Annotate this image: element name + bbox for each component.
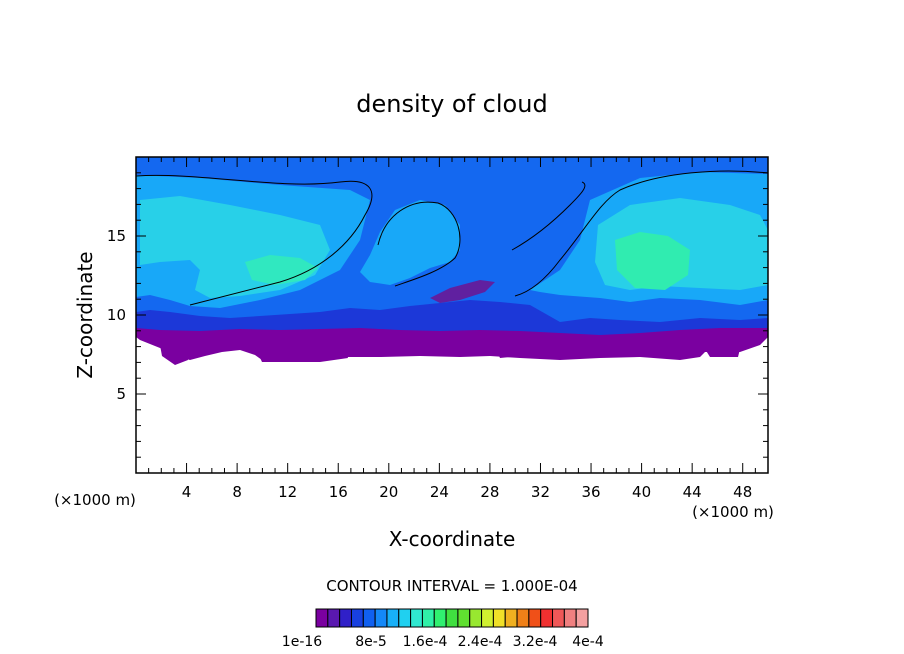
cloud-swirl xyxy=(360,200,460,285)
cloud-field xyxy=(136,157,768,473)
cloud-core-east xyxy=(615,232,690,290)
contour-line-swirl xyxy=(377,201,461,287)
colorbar-swatch xyxy=(421,608,435,628)
colorbar-swatch xyxy=(457,608,471,628)
colorbar-swatch xyxy=(350,608,364,628)
colorbar-swatch xyxy=(386,608,400,628)
x-tick-label: 40 xyxy=(632,483,651,501)
colorbar-swatch xyxy=(339,608,352,628)
x-tick-label: 20 xyxy=(379,483,398,501)
colorbar-swatch xyxy=(327,608,341,628)
x-unit-left: (×1000 m) xyxy=(54,491,136,509)
x-tick-label: 8 xyxy=(232,483,242,501)
colorbar-label: 4e-4 xyxy=(572,634,604,650)
colorbar-label: 8e-5 xyxy=(355,634,386,650)
x-tick-label: 32 xyxy=(531,483,550,501)
x-tick-label: 28 xyxy=(480,483,499,501)
colorbar-swatch xyxy=(563,608,577,628)
cloud-base-cells xyxy=(160,345,740,365)
colorbar-label: 2.4e-4 xyxy=(458,634,503,650)
x-ticks: 4 8 12 16 20 24 28 32 36 40 44 48 xyxy=(148,157,756,501)
x-tick-label: 48 xyxy=(733,483,752,501)
colorbar-label: 1e-16 xyxy=(282,634,322,650)
colorbar-swatch xyxy=(398,608,412,628)
contour-line-ridge xyxy=(511,181,586,251)
colorbar-swatch xyxy=(469,608,483,628)
cloud-core-west xyxy=(245,255,318,285)
cloud-filament xyxy=(430,280,495,303)
chart-title: density of cloud xyxy=(356,90,547,118)
colorbar-swatch xyxy=(528,608,542,628)
x-unit-right: (×1000 m) xyxy=(692,503,774,521)
x-tick-label: 4 xyxy=(182,483,192,501)
colorbar-swatch xyxy=(492,608,506,628)
x-tick-label: 24 xyxy=(430,483,449,501)
colorbar-swatch xyxy=(362,608,376,628)
contour-interval-label: CONTOUR INTERVAL = 1.000E-04 xyxy=(326,577,577,595)
colorbar-swatch xyxy=(315,608,329,628)
colorbar-swatch xyxy=(516,608,530,628)
colorbar-swatch xyxy=(552,608,565,628)
y-tick-label: 5 xyxy=(116,385,126,403)
colorbar-swatch xyxy=(374,608,388,628)
colorbar-swatch xyxy=(433,608,447,628)
y-ticks: 5 10 15 xyxy=(107,172,768,458)
colorbar-swatch xyxy=(410,608,423,628)
colorbar-swatch xyxy=(575,608,589,628)
colorbar-swatch xyxy=(540,608,554,628)
contour-line-east xyxy=(514,170,768,297)
y-axis-label: Z-coordinate xyxy=(73,251,97,378)
colorbar-swatch xyxy=(445,608,459,628)
x-axis-label: X-coordinate xyxy=(389,527,516,551)
contour-line-top xyxy=(136,174,373,306)
x-tick-label: 12 xyxy=(278,483,297,501)
colorbar-swatch xyxy=(504,608,518,628)
colorbar-swatch xyxy=(481,608,494,628)
x-tick-label: 44 xyxy=(683,483,702,501)
y-tick-label: 10 xyxy=(107,306,126,324)
x-tick-label: 16 xyxy=(329,483,348,501)
colorbar-label: 3.2e-4 xyxy=(513,634,558,650)
colorbar xyxy=(315,608,589,628)
colorbar-labels: 1e-16 8e-5 1.6e-4 2.4e-4 3.2e-4 4e-4 xyxy=(282,634,604,650)
y-tick-label: 15 xyxy=(107,227,126,245)
x-tick-label: 36 xyxy=(581,483,600,501)
colorbar-label: 1.6e-4 xyxy=(403,634,448,650)
